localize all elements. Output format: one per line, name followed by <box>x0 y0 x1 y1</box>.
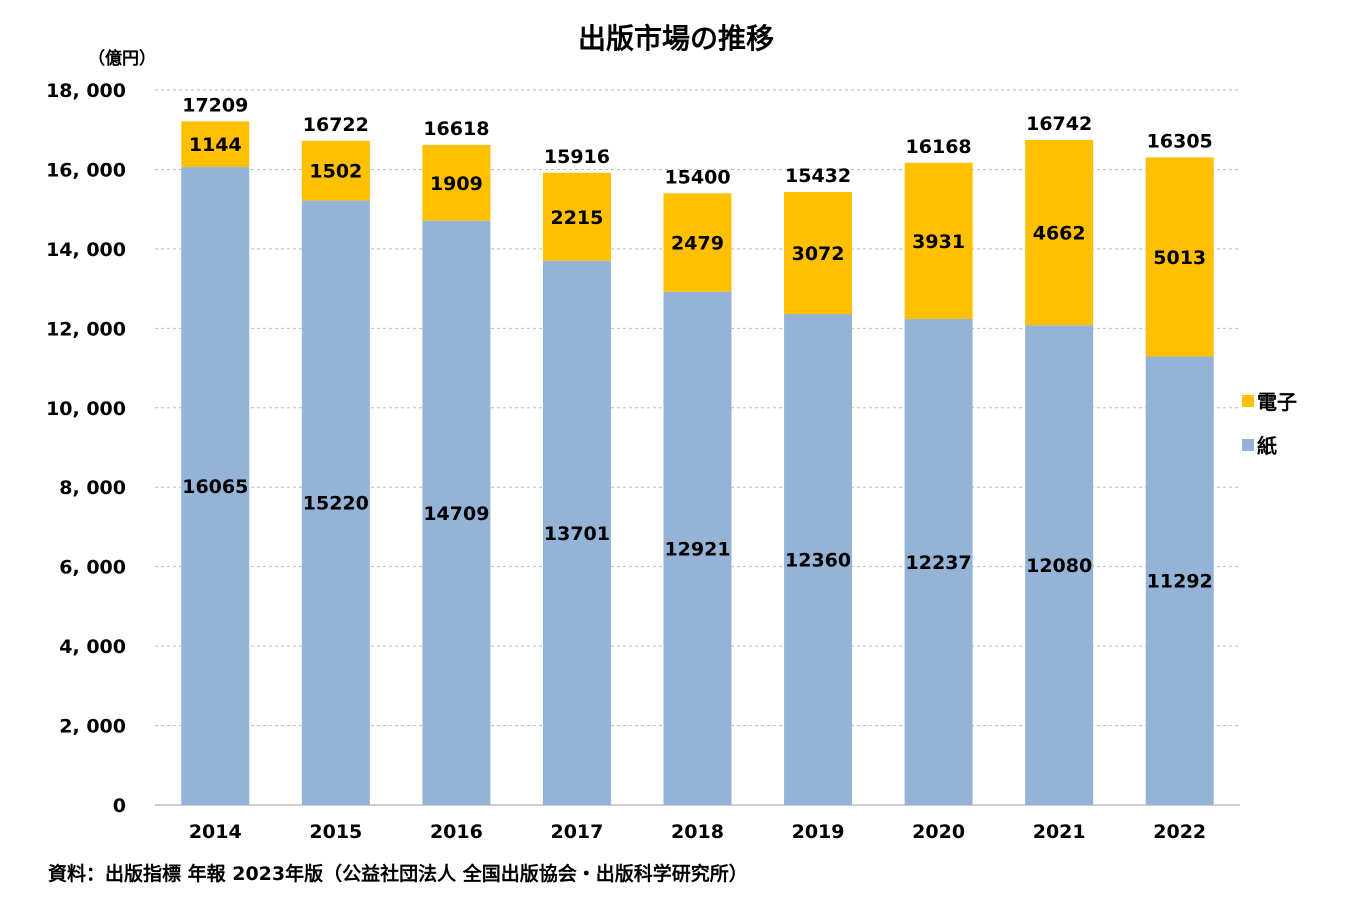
bar-kami-2018 <box>663 291 732 806</box>
x-tick-label-2015: 2015 <box>309 821 362 843</box>
data-label-kami-2017: 13701 <box>544 523 610 545</box>
legend-swatch-denshi <box>1242 395 1254 407</box>
chart-title: 出版市場の推移 <box>578 22 774 55</box>
bar-kami-2017 <box>542 260 611 805</box>
y-tick-label: 8, 000 <box>59 477 126 499</box>
x-tick-label-2014: 2014 <box>189 821 242 843</box>
bar-denshi-2015 <box>301 140 370 201</box>
bar-denshi-2022 <box>1145 157 1214 357</box>
data-label-total-2015: 16722 <box>303 114 369 136</box>
bar-denshi-2020 <box>904 162 973 319</box>
data-label-total-2018: 15400 <box>664 166 730 188</box>
y-tick-label: 10, 000 <box>46 398 126 420</box>
y-tick-label: 0 <box>113 795 126 817</box>
bar-kami-2020 <box>904 318 973 805</box>
data-label-denshi-2017: 2215 <box>550 207 603 229</box>
y-axis-unit-label: （億円） <box>88 48 156 69</box>
y-axis-ticks: 0 2, 000 4, 000 6, 000 8, 000 10, 000 12, 000 1… <box>46 80 126 817</box>
y-tick-label: 14, 000 <box>46 239 126 261</box>
data-label-total-2020: 16168 <box>906 136 972 158</box>
y-tick-label: 12, 000 <box>46 318 126 340</box>
bar-denshi-2018 <box>663 193 732 292</box>
bar-kami-2015 <box>301 200 370 805</box>
data-label-denshi-2021: 4662 <box>1033 223 1086 245</box>
x-tick-label-2018: 2018 <box>671 821 724 843</box>
x-tick-label-2022: 2022 <box>1153 821 1206 843</box>
bar-kami-2019 <box>784 314 853 805</box>
bar-denshi-2021 <box>1025 139 1094 326</box>
source-note: 資料：出版指標 年報 2023年版（公益社団法人 全国出版協会・出版科学研究所） <box>48 862 748 885</box>
data-label-kami-2016: 14709 <box>423 503 489 525</box>
data-label-total-2021: 16742 <box>1026 113 1092 135</box>
data-label-kami-2021: 12080 <box>1026 555 1092 577</box>
bar-kami-2016 <box>422 220 491 805</box>
data-label-kami-2014: 16065 <box>182 476 248 498</box>
data-label-total-2022: 16305 <box>1147 130 1213 152</box>
legend: 電子 紙 <box>1242 390 1297 458</box>
data-label-kami-2019: 12360 <box>785 550 851 572</box>
data-label-denshi-2022: 5013 <box>1153 247 1206 269</box>
data-labels: 16065 1144 17209 15220 1502 16722 14709 1909 166… <box>182 94 1213 592</box>
x-axis-ticks: 2014 2015 2016 2017 2018 2019 2020 2021 2022 <box>189 821 1206 843</box>
x-tick-label-2017: 2017 <box>550 821 603 843</box>
data-label-denshi-2020: 3931 <box>912 231 965 253</box>
bar-kami-2022 <box>1145 356 1214 805</box>
legend-label-denshi: 電子 <box>1257 390 1297 414</box>
legend-swatch-kami <box>1242 439 1254 451</box>
x-tick-label-2019: 2019 <box>792 821 845 843</box>
y-tick-label: 6, 000 <box>59 557 126 579</box>
y-tick-label: 16, 000 <box>46 159 126 181</box>
bar-denshi-2017 <box>542 172 611 261</box>
data-label-kami-2020: 12237 <box>906 552 972 574</box>
data-label-denshi-2014: 1144 <box>189 134 242 156</box>
bar-denshi-2019 <box>784 192 853 315</box>
x-tick-label-2016: 2016 <box>430 821 483 843</box>
bars <box>181 121 1214 806</box>
x-tick-label-2020: 2020 <box>912 821 965 843</box>
data-label-total-2016: 16618 <box>423 118 489 140</box>
legend-label-kami: 紙 <box>1257 434 1277 458</box>
data-label-denshi-2016: 1909 <box>430 173 483 195</box>
bar-denshi-2016 <box>422 144 491 221</box>
x-tick-label-2021: 2021 <box>1033 821 1086 843</box>
bar-denshi-2014 <box>181 121 250 167</box>
data-label-total-2014: 17209 <box>182 94 248 116</box>
data-label-denshi-2019: 3072 <box>792 243 845 265</box>
bar-kami-2021 <box>1025 325 1094 805</box>
data-label-total-2017: 15916 <box>544 146 610 168</box>
data-label-denshi-2015: 1502 <box>309 161 362 183</box>
data-label-kami-2022: 11292 <box>1147 571 1213 593</box>
y-tick-label: 2, 000 <box>59 716 126 738</box>
data-label-kami-2018: 12921 <box>664 538 730 560</box>
bar-kami-2014 <box>181 166 250 806</box>
y-tick-label: 18, 000 <box>46 80 126 102</box>
data-label-kami-2015: 15220 <box>303 493 369 515</box>
data-label-denshi-2018: 2479 <box>671 233 724 255</box>
y-tick-label: 4, 000 <box>59 636 126 658</box>
data-label-total-2019: 15432 <box>785 165 851 187</box>
